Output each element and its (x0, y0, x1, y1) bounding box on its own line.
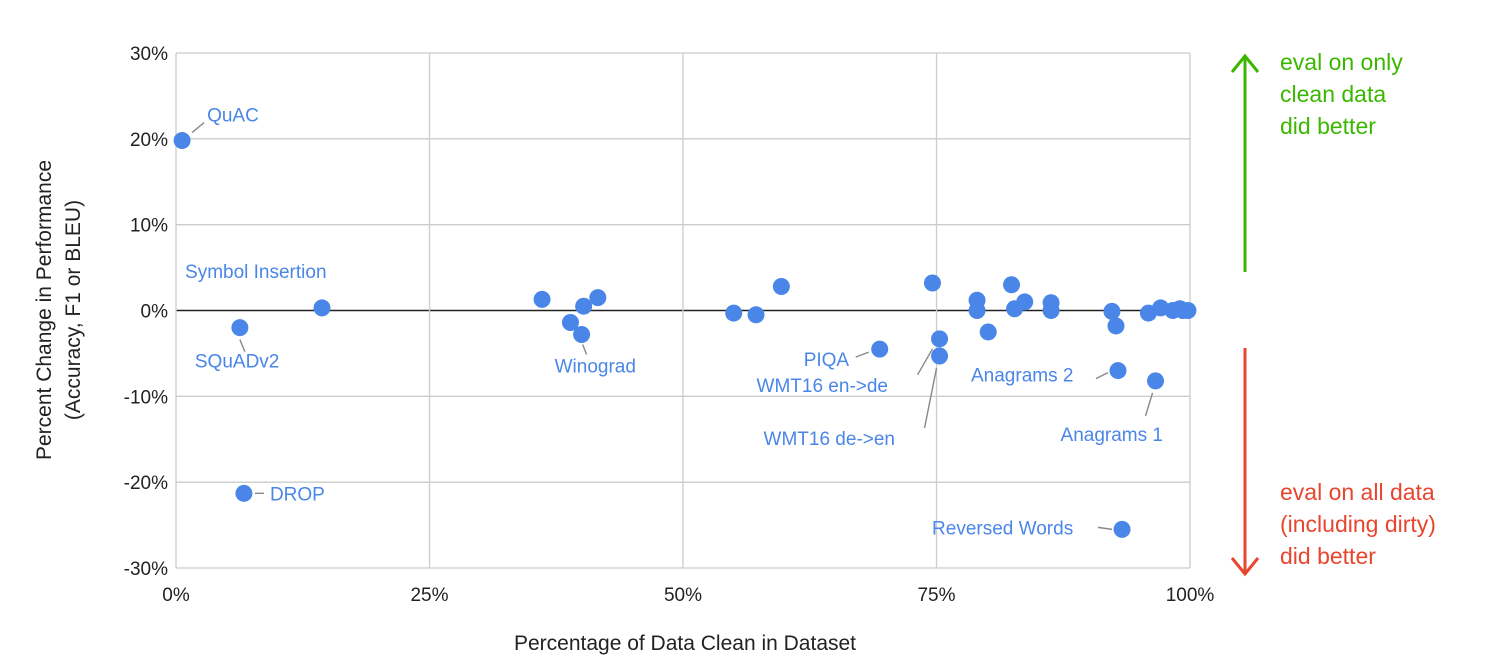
y-axis-ticks: 30% 20% 10% 0% -10% -20% -30% (124, 44, 168, 580)
label-leader-line (1095, 371, 1109, 380)
data-point (589, 289, 607, 307)
point-label: SQuADv2 (195, 352, 279, 373)
x-tick-label: 75% (917, 585, 955, 606)
point-label: Reversed Words (932, 518, 1073, 539)
annotation-all-better: eval on all data (including dirty) did b… (1230, 348, 1436, 577)
x-axis-title: Percentage of Data Clean in Dataset (514, 632, 856, 655)
x-axis-ticks: 0% 25% 50% 75% 100% (162, 585, 1214, 606)
data-point (1179, 302, 1197, 319)
label-leader-line (855, 351, 869, 358)
data-point (533, 290, 551, 308)
data-point (931, 347, 949, 365)
y-tick-label: -10% (124, 387, 168, 408)
point-label: DROP (270, 484, 325, 505)
data-point (979, 323, 997, 341)
data-point (575, 297, 593, 315)
y-axis-title-line1: Percent Change in Performance (33, 160, 56, 460)
data-point (871, 340, 889, 358)
data-point (235, 484, 253, 502)
y-tick-label: 20% (130, 130, 168, 151)
data-point (231, 319, 249, 337)
data-point (573, 326, 591, 344)
data-point (1016, 293, 1034, 311)
point-label: PIQA (804, 350, 850, 371)
x-tick-label: 100% (1166, 585, 1215, 606)
point-labels: QuAC SQuADv2 DROP Symbol Insertion Winograd P… (185, 106, 1163, 540)
x-tick-label: 0% (162, 585, 190, 606)
data-point (1042, 302, 1060, 319)
point-label: WMT16 en->de (757, 376, 888, 397)
data-point (1107, 317, 1125, 335)
data-point (173, 132, 191, 150)
x-tick-label: 25% (410, 585, 448, 606)
data-point (1003, 276, 1021, 294)
data-point (747, 306, 765, 324)
data-point (1109, 362, 1127, 380)
label-leader-line (1097, 526, 1113, 531)
annotation-up-line1: eval on only (1280, 49, 1403, 75)
up-arrowhead-icon (1230, 53, 1260, 73)
data-point (923, 274, 941, 292)
label-leader-line (923, 367, 938, 429)
y-tick-label: -20% (124, 473, 168, 494)
data-point (561, 314, 579, 332)
data-point (968, 302, 986, 319)
label-leader-line (581, 344, 588, 355)
x-tick-label: 50% (664, 585, 702, 606)
point-label: Anagrams 1 (1061, 425, 1163, 446)
y-tick-label: 30% (130, 44, 168, 65)
label-leaders (191, 122, 1154, 531)
y-tick-label: -30% (124, 559, 168, 580)
data-point (772, 277, 790, 295)
data-point (1113, 520, 1131, 538)
data-point (313, 299, 331, 317)
point-label: Winograd (555, 357, 636, 378)
point-label: Symbol Insertion (185, 262, 327, 283)
y-axis-title: Percent Change in Performance (Accuracy,… (33, 160, 85, 460)
annotation-up-line3: did better (1280, 113, 1376, 139)
down-arrowhead-icon (1230, 557, 1260, 577)
grid (175, 52, 1191, 569)
annotation-clean-better: eval on only clean data did better (1230, 49, 1403, 272)
label-leader-line (239, 339, 246, 352)
point-label: WMT16 de->en (764, 429, 895, 450)
y-tick-label: 10% (130, 216, 168, 237)
y-axis-title-line2: (Accuracy, F1 or BLEU) (62, 200, 85, 420)
label-leader-line (191, 122, 205, 134)
label-leader-line (1144, 392, 1154, 417)
annotation-down-line2: (including dirty) (1280, 511, 1436, 537)
annotation-up-line2: clean data (1280, 81, 1386, 107)
y-tick-label: 0% (141, 302, 169, 323)
data-point (1147, 372, 1165, 390)
label-leader-line (916, 348, 934, 376)
annotation-down-line1: eval on all data (1280, 479, 1435, 505)
data-point (725, 304, 743, 322)
point-label: Anagrams 2 (971, 366, 1073, 387)
data-point (1103, 302, 1121, 320)
annotation-down-line3: did better (1280, 543, 1376, 569)
data-point (931, 330, 949, 348)
data-points (173, 132, 1197, 538)
point-label: QuAC (207, 106, 259, 127)
